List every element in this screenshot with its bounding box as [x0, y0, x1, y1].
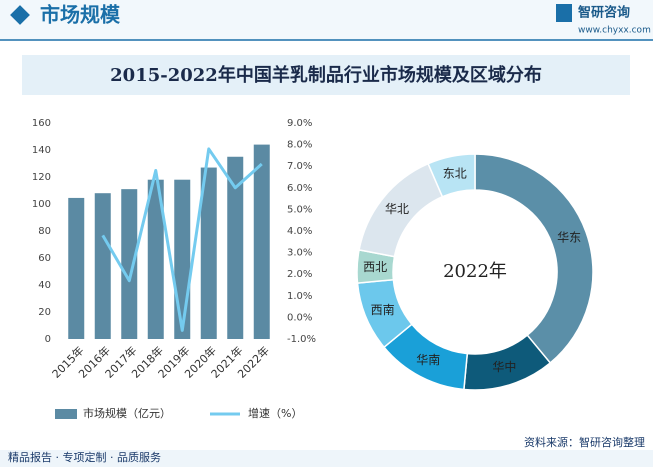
bar — [174, 179, 191, 339]
y2-tick-label: 7.0% — [287, 161, 312, 172]
y2-tick-label: 5.0% — [287, 204, 312, 215]
slice-label: 西北 — [363, 260, 387, 274]
source-note: 资料来源：智研咨询整理 — [524, 435, 645, 449]
y2-tick-label: 8.0% — [287, 140, 312, 151]
donut-slice — [474, 153, 594, 364]
y-tick-label: 60 — [38, 253, 51, 264]
y2-tick-label: 2.0% — [287, 269, 312, 280]
section-title: 市场规模 — [40, 3, 121, 27]
y2-tick-label: 9.0% — [287, 118, 312, 129]
legend-label: 市场规模（亿元） — [83, 406, 171, 420]
y-tick-label: 160 — [32, 118, 51, 129]
slice-label: 华南 — [416, 352, 440, 367]
brand-logo — [556, 4, 572, 22]
header-band — [0, 0, 653, 40]
slice-label: 华北 — [385, 202, 409, 216]
brand-name: 智研咨询 — [578, 5, 630, 21]
header-icon — [10, 5, 30, 25]
legend-label: 增速（%） — [248, 406, 302, 420]
donut-slice — [427, 153, 476, 198]
y2-tick-label: 0.0% — [287, 312, 312, 323]
y-tick-label: 100 — [32, 199, 51, 210]
slice-label: 华中 — [492, 359, 516, 374]
bar — [200, 167, 217, 339]
y2-tick-label: -1.0% — [287, 334, 316, 345]
title-box — [22, 55, 630, 95]
slice-label: 华东 — [557, 231, 581, 245]
y2-tick-label: 4.0% — [287, 226, 312, 237]
footer-slogan: 精品报告 · 专项定制 · 品质服务 — [8, 450, 161, 464]
footer-band — [0, 450, 653, 467]
y2-tick-label: 6.0% — [287, 183, 312, 194]
bar — [253, 144, 270, 339]
y-tick-label: 80 — [38, 226, 51, 237]
y-tick-label: 120 — [32, 172, 51, 183]
bar — [121, 189, 138, 339]
bar — [227, 156, 244, 339]
y-tick-label: 40 — [38, 280, 51, 291]
brand-url: www.chyxx.com — [578, 26, 651, 36]
bar — [147, 179, 164, 339]
legend-swatch — [55, 409, 77, 419]
y-tick-label: 20 — [38, 307, 51, 318]
donut-center-label: 2022年 — [443, 261, 507, 282]
bar — [94, 193, 111, 339]
y-tick-label: 140 — [32, 145, 51, 156]
y-tick-label: 0 — [45, 334, 51, 345]
y2-tick-label: 3.0% — [287, 248, 312, 259]
y2-tick-label: 1.0% — [287, 291, 312, 302]
bar — [68, 197, 85, 339]
slice-label: 东北 — [443, 167, 467, 181]
chart-title: 2015-2022年中国羊乳制品行业市场规模及区域分布 — [110, 64, 542, 86]
growth-line — [101, 147, 263, 332]
slice-label: 西南 — [371, 302, 395, 317]
